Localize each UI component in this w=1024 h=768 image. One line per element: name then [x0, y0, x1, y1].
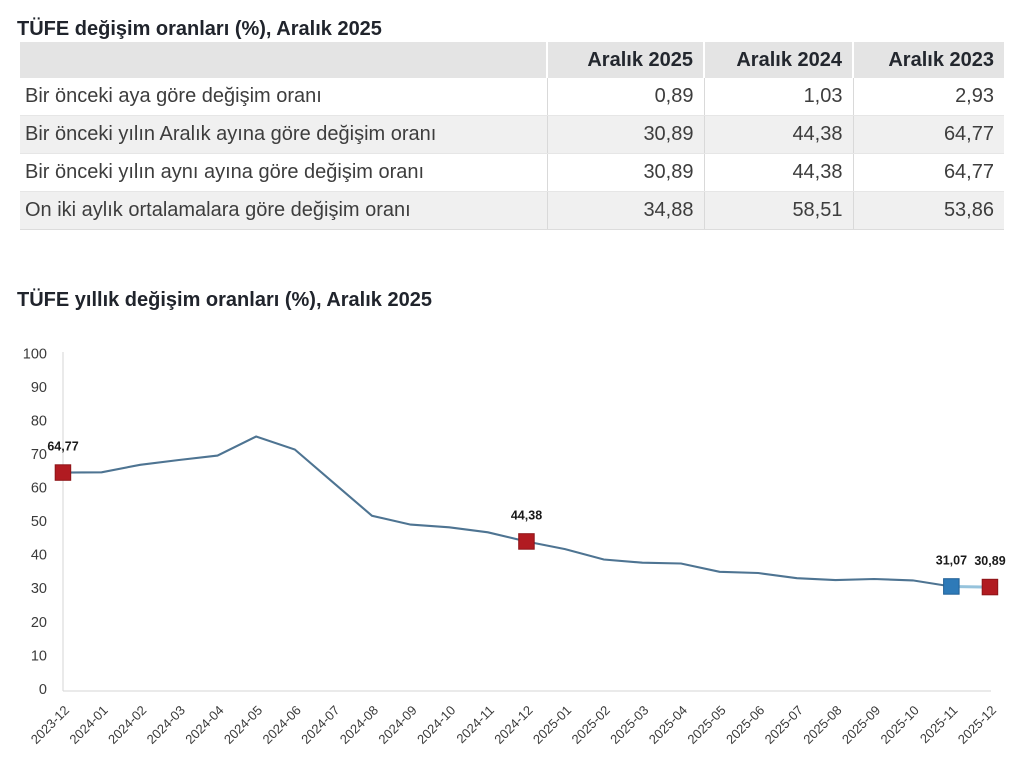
svg-text:44,38: 44,38 [511, 509, 542, 523]
svg-text:2024-01: 2024-01 [66, 703, 110, 747]
svg-text:2024-02: 2024-02 [105, 703, 149, 747]
svg-text:40: 40 [31, 548, 47, 564]
svg-text:2025-10: 2025-10 [878, 703, 922, 747]
svg-text:60: 60 [31, 481, 47, 497]
svg-text:0: 0 [39, 682, 47, 698]
svg-text:31,07: 31,07 [936, 554, 967, 568]
svg-text:2024-10: 2024-10 [414, 703, 458, 747]
svg-text:2024-04: 2024-04 [182, 703, 226, 747]
svg-text:2025-05: 2025-05 [684, 703, 728, 747]
svg-text:80: 80 [31, 414, 47, 430]
svg-text:2025-12: 2025-12 [955, 703, 999, 747]
svg-text:2025-11: 2025-11 [917, 703, 961, 747]
svg-text:2024-09: 2024-09 [375, 703, 419, 747]
svg-text:2024-12: 2024-12 [491, 703, 535, 747]
svg-text:2024-08: 2024-08 [337, 703, 381, 747]
svg-text:2024-11: 2024-11 [453, 703, 497, 747]
svg-text:2024-07: 2024-07 [298, 703, 342, 747]
svg-text:2025-06: 2025-06 [723, 703, 767, 747]
svg-text:70: 70 [31, 447, 47, 463]
svg-text:64,77: 64,77 [47, 440, 78, 454]
svg-text:30,89: 30,89 [974, 554, 1005, 568]
svg-text:30: 30 [31, 581, 47, 597]
svg-text:2025-04: 2025-04 [646, 703, 690, 747]
svg-text:100: 100 [23, 347, 47, 363]
svg-text:90: 90 [31, 380, 47, 396]
svg-text:2025-07: 2025-07 [762, 703, 806, 747]
svg-text:2025-02: 2025-02 [569, 703, 613, 747]
svg-text:50: 50 [31, 514, 47, 530]
svg-text:2024-05: 2024-05 [221, 703, 265, 747]
svg-text:2024-03: 2024-03 [144, 703, 188, 747]
svg-text:2025-08: 2025-08 [800, 703, 844, 747]
svg-text:2023-12: 2023-12 [28, 703, 72, 747]
svg-text:10: 10 [31, 648, 47, 664]
svg-text:20: 20 [31, 615, 47, 631]
svg-text:2024-06: 2024-06 [260, 703, 304, 747]
svg-text:2025-03: 2025-03 [607, 703, 651, 747]
svg-text:2025-01: 2025-01 [530, 703, 574, 747]
svg-text:2025-09: 2025-09 [839, 703, 883, 747]
